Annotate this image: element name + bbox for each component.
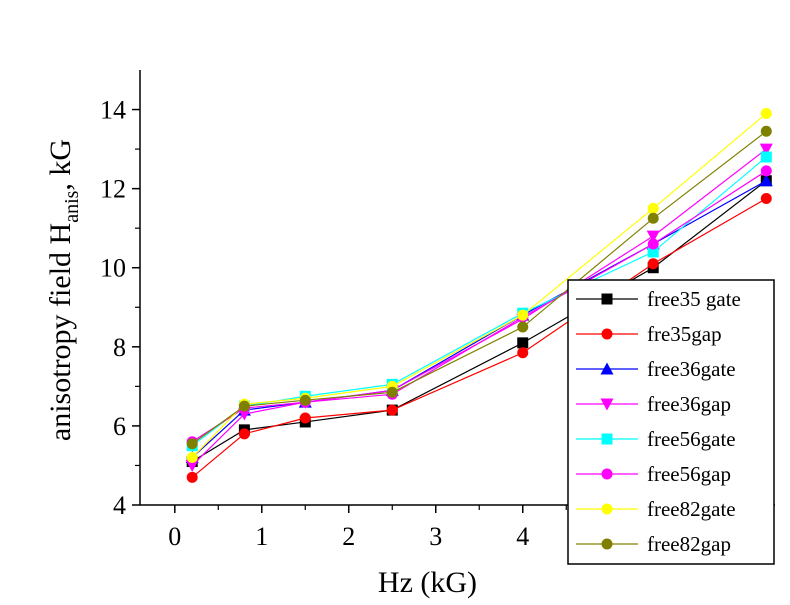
data-point [238, 400, 250, 412]
data-point [759, 143, 773, 156]
legend-entry: free56gate [576, 427, 736, 451]
legend-marker [601, 433, 613, 445]
legend-entry: free36gap [576, 392, 731, 416]
y-tick-label: 14 [100, 96, 126, 125]
data-point [517, 337, 529, 349]
legend-marker [600, 398, 614, 411]
legend-marker [601, 538, 613, 550]
legend-marker [601, 503, 613, 515]
data-point [647, 212, 659, 224]
series-group [185, 108, 773, 483]
data-point [760, 108, 772, 119]
legend-entry: free35 gate [576, 287, 741, 311]
y-tick-label: 8 [113, 333, 126, 362]
legend-label: free82gap [647, 532, 731, 556]
x-tick-label: 2 [342, 522, 355, 551]
legend-marker [601, 328, 613, 340]
legend-box [567, 279, 775, 565]
y-axis-title-main: anisotropy field H [44, 223, 77, 441]
data-point [299, 412, 311, 424]
axis-labels: Hz (kG) anisotropy field Hanis, kG [44, 139, 477, 599]
y-axis-title-unit: , kG [44, 139, 77, 191]
x-tick-label: 3 [429, 522, 442, 551]
data-point [647, 238, 659, 250]
y-axis-title: anisotropy field Hanis, kG [44, 139, 83, 441]
data-point [646, 230, 660, 243]
data-point [647, 258, 659, 270]
legend-entry: fre35gap [576, 322, 722, 346]
data-point [186, 438, 198, 450]
y-tick-label: 6 [113, 412, 126, 441]
data-point [760, 125, 772, 137]
legend-entry: free36gate [576, 357, 736, 381]
data-point [759, 174, 773, 187]
data-point [386, 404, 398, 416]
legend-label: free35 gate [647, 287, 741, 311]
data-point [517, 321, 529, 333]
legend-label: free36gate [647, 357, 736, 381]
y-tick-label: 4 [113, 491, 126, 520]
x-tick-label: 0 [168, 522, 181, 551]
series-7 [186, 125, 772, 450]
legend: free35 gate fre35gap free36gate free36gap fr… [567, 279, 775, 565]
legend-entry: free82gate [576, 497, 736, 521]
legend-marker [600, 362, 614, 375]
y-tick-label: 12 [100, 175, 126, 204]
data-point [299, 394, 311, 406]
legend-label: fre35gap [647, 322, 722, 346]
data-point [386, 386, 398, 398]
data-point [517, 347, 529, 359]
x-tick-label: 1 [255, 522, 268, 551]
legend-entry: free56gap [576, 462, 731, 486]
data-point [760, 193, 772, 205]
data-point [517, 309, 529, 321]
legend-entry: free82gap [576, 532, 731, 556]
legend-label: free56gap [647, 462, 731, 486]
data-point [647, 202, 659, 214]
data-point [185, 459, 199, 472]
legend-label: free56gate [647, 427, 736, 451]
y-tick-label: 10 [100, 254, 126, 283]
legend-marker [601, 468, 613, 480]
legend-label: free82gate [647, 497, 736, 521]
x-axis-title: Hz (kG) [378, 566, 477, 599]
data-point [760, 165, 772, 177]
series-1 [186, 193, 772, 483]
data-point [647, 246, 659, 258]
data-point [186, 471, 198, 483]
x-tick-label: 4 [516, 522, 529, 551]
data-point [238, 428, 250, 440]
y-axis-title-subscript: anis [61, 190, 83, 222]
data-point [186, 452, 198, 464]
legend-marker [601, 293, 613, 305]
data-point [760, 151, 772, 163]
legend-label: free36gap [647, 392, 731, 416]
